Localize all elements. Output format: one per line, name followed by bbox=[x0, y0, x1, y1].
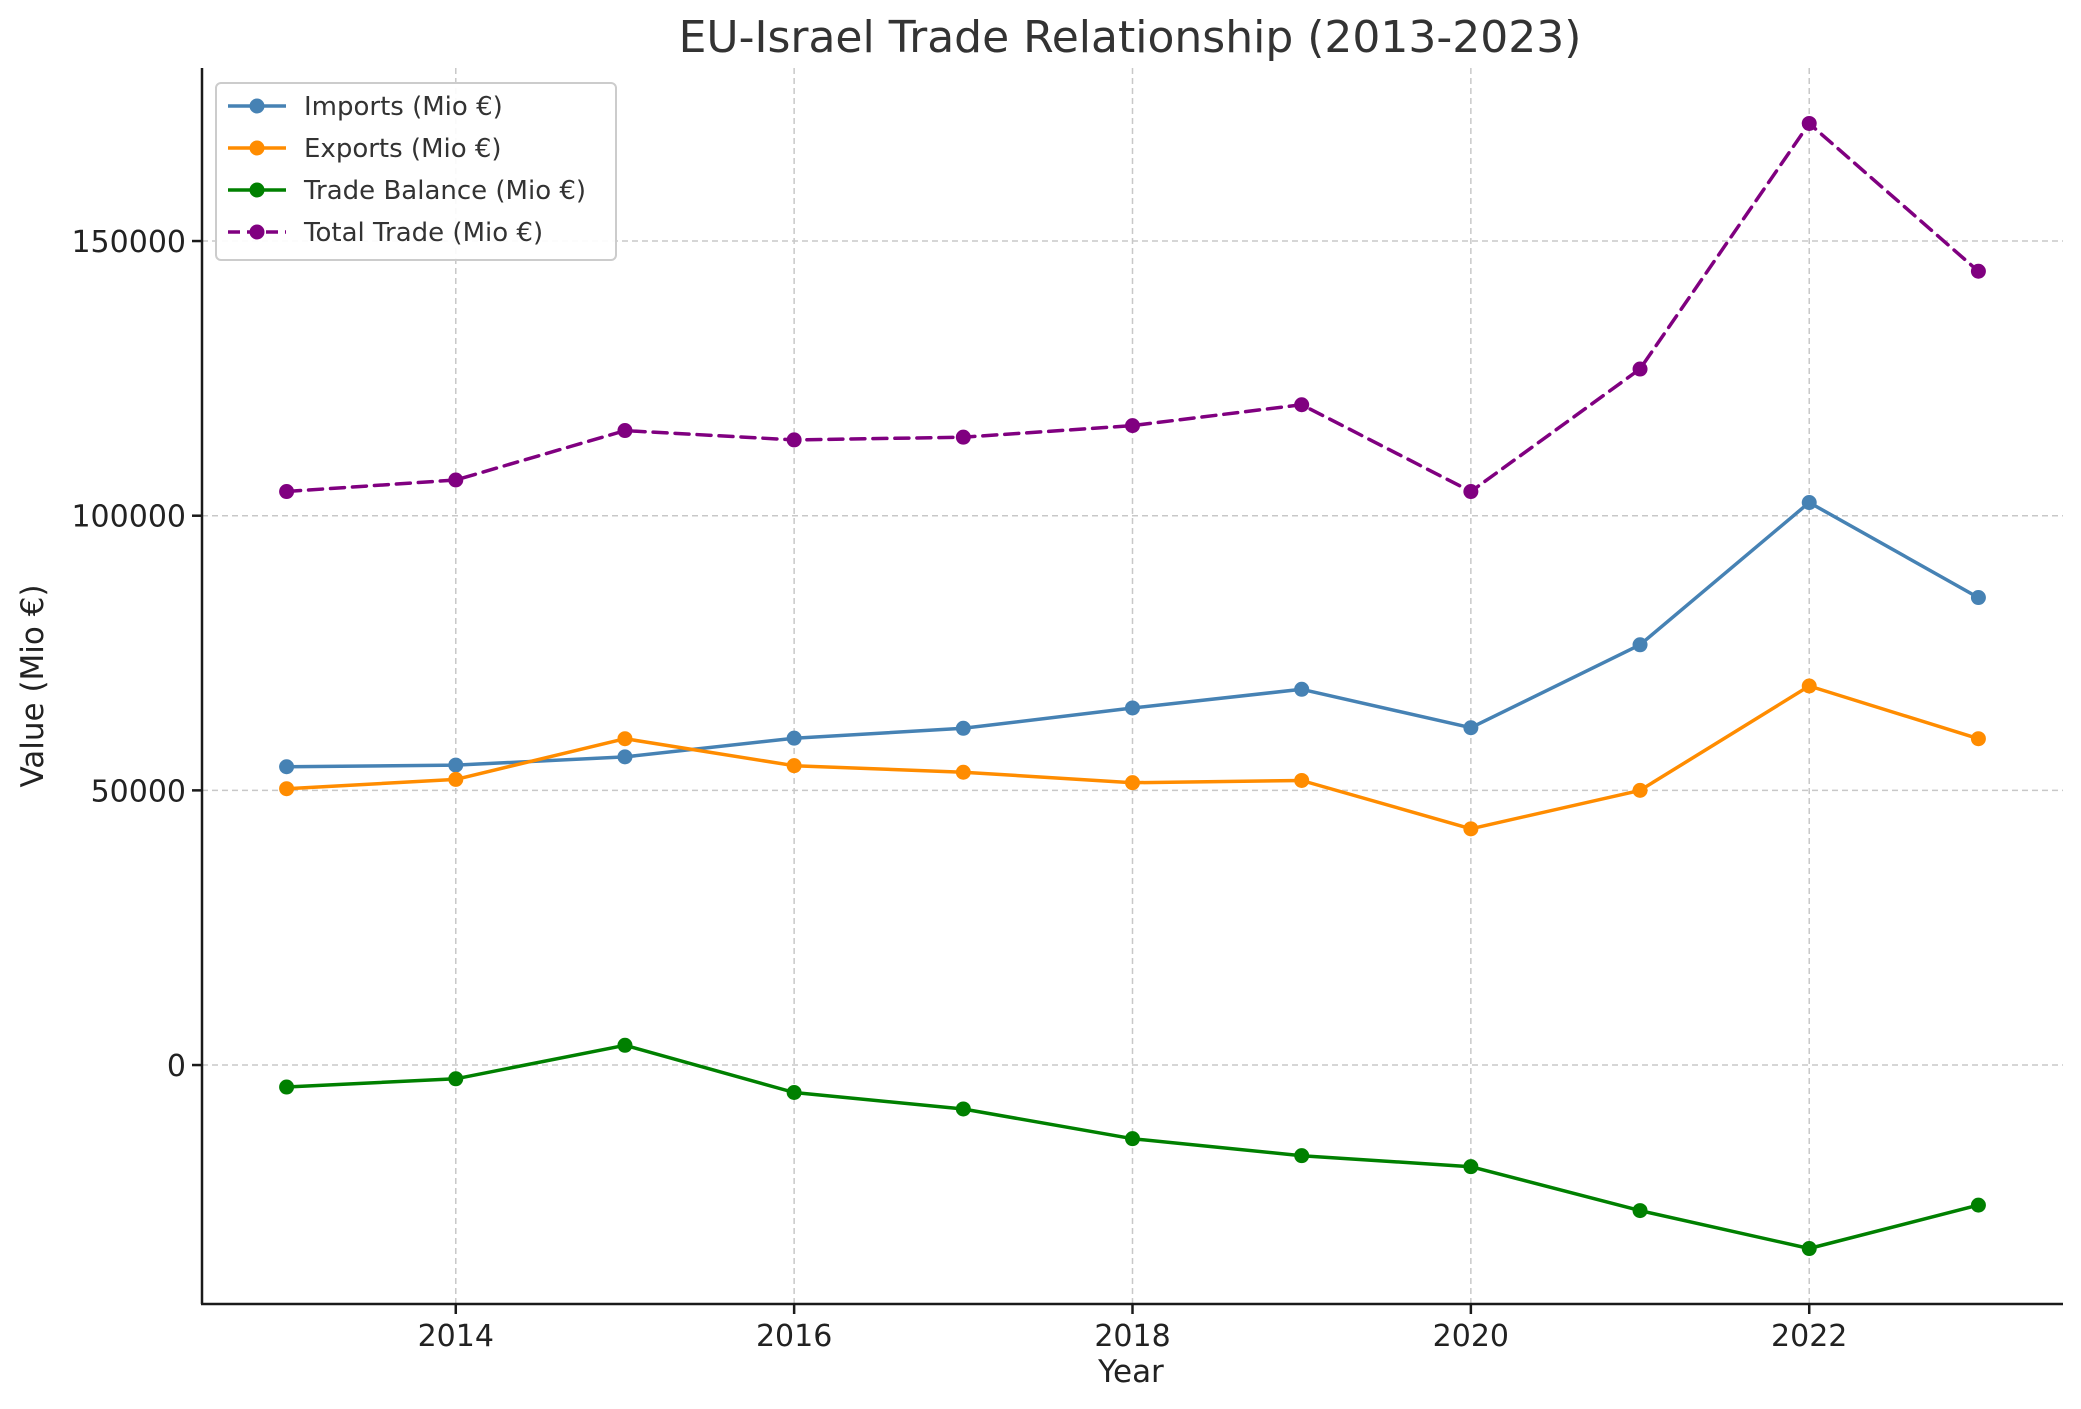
imports-mio-data-point bbox=[617, 749, 633, 765]
exports-mio-data-point bbox=[279, 781, 295, 797]
imports-mio-data-point bbox=[1970, 590, 1986, 606]
exports-mio-data-point bbox=[617, 731, 633, 747]
x-axis-label: Year bbox=[1097, 1354, 1164, 1390]
trade-balance-mio-data-point bbox=[1463, 1159, 1479, 1175]
legend-marker-trade-balance-mio bbox=[249, 182, 265, 198]
total-trade-mio-data-point bbox=[786, 432, 802, 448]
total-trade-mio-data-point bbox=[1632, 361, 1648, 377]
total-trade-mio-data-point bbox=[1125, 418, 1140, 434]
trade-balance-mio-data-point bbox=[617, 1037, 633, 1053]
legend-box bbox=[215, 82, 617, 261]
trade-balance-mio-data-point bbox=[1632, 1203, 1648, 1219]
imports-mio-data-point bbox=[1463, 720, 1479, 736]
y-tick-label: 100000 bbox=[71, 500, 186, 535]
exports-mio-data-point bbox=[448, 771, 464, 787]
total-trade-mio-data-point bbox=[1970, 263, 1986, 279]
trade-balance-mio-data-point bbox=[1970, 1197, 1986, 1213]
imports-mio-data-point bbox=[1125, 700, 1140, 716]
exports-mio-data-point bbox=[1125, 775, 1140, 791]
imports-mio-data-point bbox=[1294, 681, 1310, 697]
x-tick-label: 2016 bbox=[756, 1319, 832, 1354]
x-tick-label: 2018 bbox=[1094, 1319, 1170, 1354]
legend-label-imports-mio: Imports (Mio €) bbox=[304, 92, 503, 122]
x-tick-label: 2020 bbox=[1433, 1319, 1509, 1354]
y-tick-label: 150000 bbox=[71, 225, 186, 260]
exports-mio-data-point bbox=[955, 764, 971, 780]
trade-balance-mio-data-point bbox=[1801, 1241, 1817, 1257]
y-tick-label: 0 bbox=[167, 1049, 186, 1084]
trade-balance-mio-data-point bbox=[448, 1071, 464, 1087]
total-trade-mio-data-point bbox=[955, 429, 971, 445]
imports-mio-data-point bbox=[448, 757, 464, 773]
chart-title: EU-Israel Trade Relationship (2013-2023) bbox=[679, 12, 1582, 63]
legend-marker-exports-mio bbox=[249, 140, 265, 156]
total-trade-mio-data-point bbox=[617, 423, 633, 439]
chart-legend: Imports (Mio €) Exports (Mio €) Trade Bala… bbox=[215, 82, 617, 261]
total-trade-mio-data-point bbox=[1801, 115, 1817, 131]
total-trade-mio-data-point bbox=[1294, 397, 1310, 413]
x-axis-ticks: 2014 2016 2018 2020 2022 bbox=[418, 1304, 1847, 1354]
x-tick-label: 2022 bbox=[1771, 1319, 1847, 1354]
trade-balance-mio-data-point bbox=[279, 1079, 295, 1095]
trade-balance-mio-data-point bbox=[955, 1101, 971, 1117]
y-axis-ticks: 0 50000 100000 150000 bbox=[71, 225, 202, 1084]
exports-mio-data-point bbox=[786, 758, 802, 774]
imports-mio-data-point bbox=[1801, 495, 1817, 511]
total-trade-mio-series-line bbox=[284, 121, 1981, 494]
legend-marker-imports-mio bbox=[249, 98, 265, 114]
total-trade-mio-data-point bbox=[279, 484, 295, 500]
imports-mio-data-point bbox=[1632, 637, 1648, 653]
exports-mio-data-point bbox=[1632, 782, 1648, 798]
y-tick-label: 50000 bbox=[91, 774, 186, 809]
series-group bbox=[279, 115, 1986, 1257]
x-tick-label: 2014 bbox=[418, 1319, 494, 1354]
total-trade-mio-data-point bbox=[1463, 484, 1479, 500]
legend-label-exports-mio: Exports (Mio €) bbox=[304, 134, 502, 164]
legend-marker-total-trade-mio bbox=[249, 224, 265, 240]
imports-mio-data-point bbox=[786, 730, 802, 746]
trade-balance-mio-data-point bbox=[786, 1085, 802, 1101]
exports-mio-data-point bbox=[1801, 678, 1817, 694]
legend-label-trade-balance-mio: Trade Balance (Mio €) bbox=[303, 176, 586, 206]
trade-balance-mio-data-point bbox=[1294, 1148, 1310, 1164]
y-axis-label: Value (Mio €) bbox=[15, 584, 51, 787]
imports-mio-data-point bbox=[955, 720, 971, 736]
exports-mio-data-point bbox=[1294, 772, 1310, 788]
total-trade-mio-data-point bbox=[448, 472, 464, 488]
exports-mio-data-point bbox=[1970, 731, 1986, 747]
trade-balance-mio-data-point bbox=[1125, 1131, 1140, 1147]
exports-mio-data-point bbox=[1463, 821, 1479, 837]
legend-label-total-trade-mio: Total Trade (Mio €) bbox=[303, 218, 543, 248]
imports-mio-data-point bbox=[279, 759, 295, 775]
